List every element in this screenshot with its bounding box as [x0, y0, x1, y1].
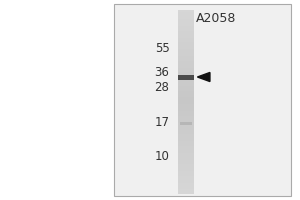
Bar	[178, 17, 194, 19]
Bar	[178, 168, 194, 171]
Bar	[178, 35, 194, 38]
Text: 17: 17	[154, 116, 169, 129]
Bar	[178, 104, 194, 107]
Bar	[178, 23, 194, 26]
Bar	[178, 171, 194, 173]
Bar	[178, 46, 194, 49]
Polygon shape	[197, 72, 210, 82]
Bar	[178, 102, 194, 104]
Bar	[178, 148, 194, 150]
Bar	[178, 106, 194, 109]
Bar	[178, 81, 194, 84]
Bar	[178, 159, 194, 162]
Bar	[180, 121, 192, 124]
FancyBboxPatch shape	[114, 4, 291, 196]
Bar	[178, 26, 194, 28]
Text: 55: 55	[155, 42, 170, 54]
Bar	[178, 53, 194, 56]
Bar	[178, 164, 194, 166]
Bar	[178, 60, 194, 63]
Bar	[178, 143, 194, 146]
Bar	[178, 141, 194, 143]
Bar	[178, 187, 194, 189]
Bar	[178, 120, 194, 123]
Bar	[178, 92, 194, 95]
Bar	[178, 83, 194, 86]
Bar	[178, 152, 194, 155]
Bar	[178, 108, 194, 111]
Bar	[178, 178, 194, 180]
Bar	[178, 111, 194, 114]
Bar	[178, 86, 194, 88]
Text: 28: 28	[154, 81, 169, 94]
Bar	[178, 113, 194, 116]
Bar	[178, 184, 194, 187]
Bar	[178, 72, 194, 74]
Bar	[178, 40, 194, 42]
Bar	[178, 12, 194, 15]
Bar	[178, 95, 194, 97]
Bar	[178, 97, 194, 100]
Bar	[178, 69, 194, 72]
Bar	[178, 67, 194, 70]
Bar	[178, 65, 194, 68]
Bar	[178, 14, 194, 17]
Bar	[178, 150, 194, 153]
Text: A2058: A2058	[196, 11, 236, 24]
Bar	[178, 173, 194, 176]
Text: 36: 36	[154, 66, 169, 79]
Bar	[178, 161, 194, 164]
Bar	[178, 42, 194, 45]
Bar	[178, 63, 194, 65]
Bar	[178, 88, 194, 90]
Bar	[178, 33, 194, 35]
Bar	[178, 44, 194, 47]
Bar	[178, 19, 194, 21]
Bar	[178, 74, 194, 79]
Bar	[178, 134, 194, 136]
Bar	[178, 122, 194, 125]
Bar	[178, 115, 194, 118]
Bar	[178, 189, 194, 192]
Bar	[178, 166, 194, 169]
Bar	[178, 58, 194, 61]
Bar	[178, 21, 194, 24]
Bar	[178, 182, 194, 185]
Bar	[178, 90, 194, 93]
Bar	[178, 76, 194, 79]
Bar	[178, 56, 194, 58]
Bar	[178, 180, 194, 182]
Bar	[178, 125, 194, 127]
Bar	[178, 10, 194, 12]
Bar	[178, 118, 194, 120]
Bar	[178, 49, 194, 51]
Bar	[178, 129, 194, 132]
Bar	[178, 99, 194, 102]
Bar	[178, 136, 194, 139]
Bar	[178, 175, 194, 178]
Bar	[178, 157, 194, 160]
Bar	[178, 154, 194, 157]
Bar	[178, 28, 194, 31]
Bar	[178, 37, 194, 40]
Bar	[178, 138, 194, 141]
Bar	[178, 74, 194, 77]
Bar	[178, 51, 194, 54]
Bar	[178, 145, 194, 148]
Bar	[178, 127, 194, 130]
Bar	[178, 191, 194, 194]
Bar	[178, 132, 194, 134]
Bar	[178, 30, 194, 33]
Text: 10: 10	[154, 150, 169, 164]
Bar	[178, 79, 194, 81]
